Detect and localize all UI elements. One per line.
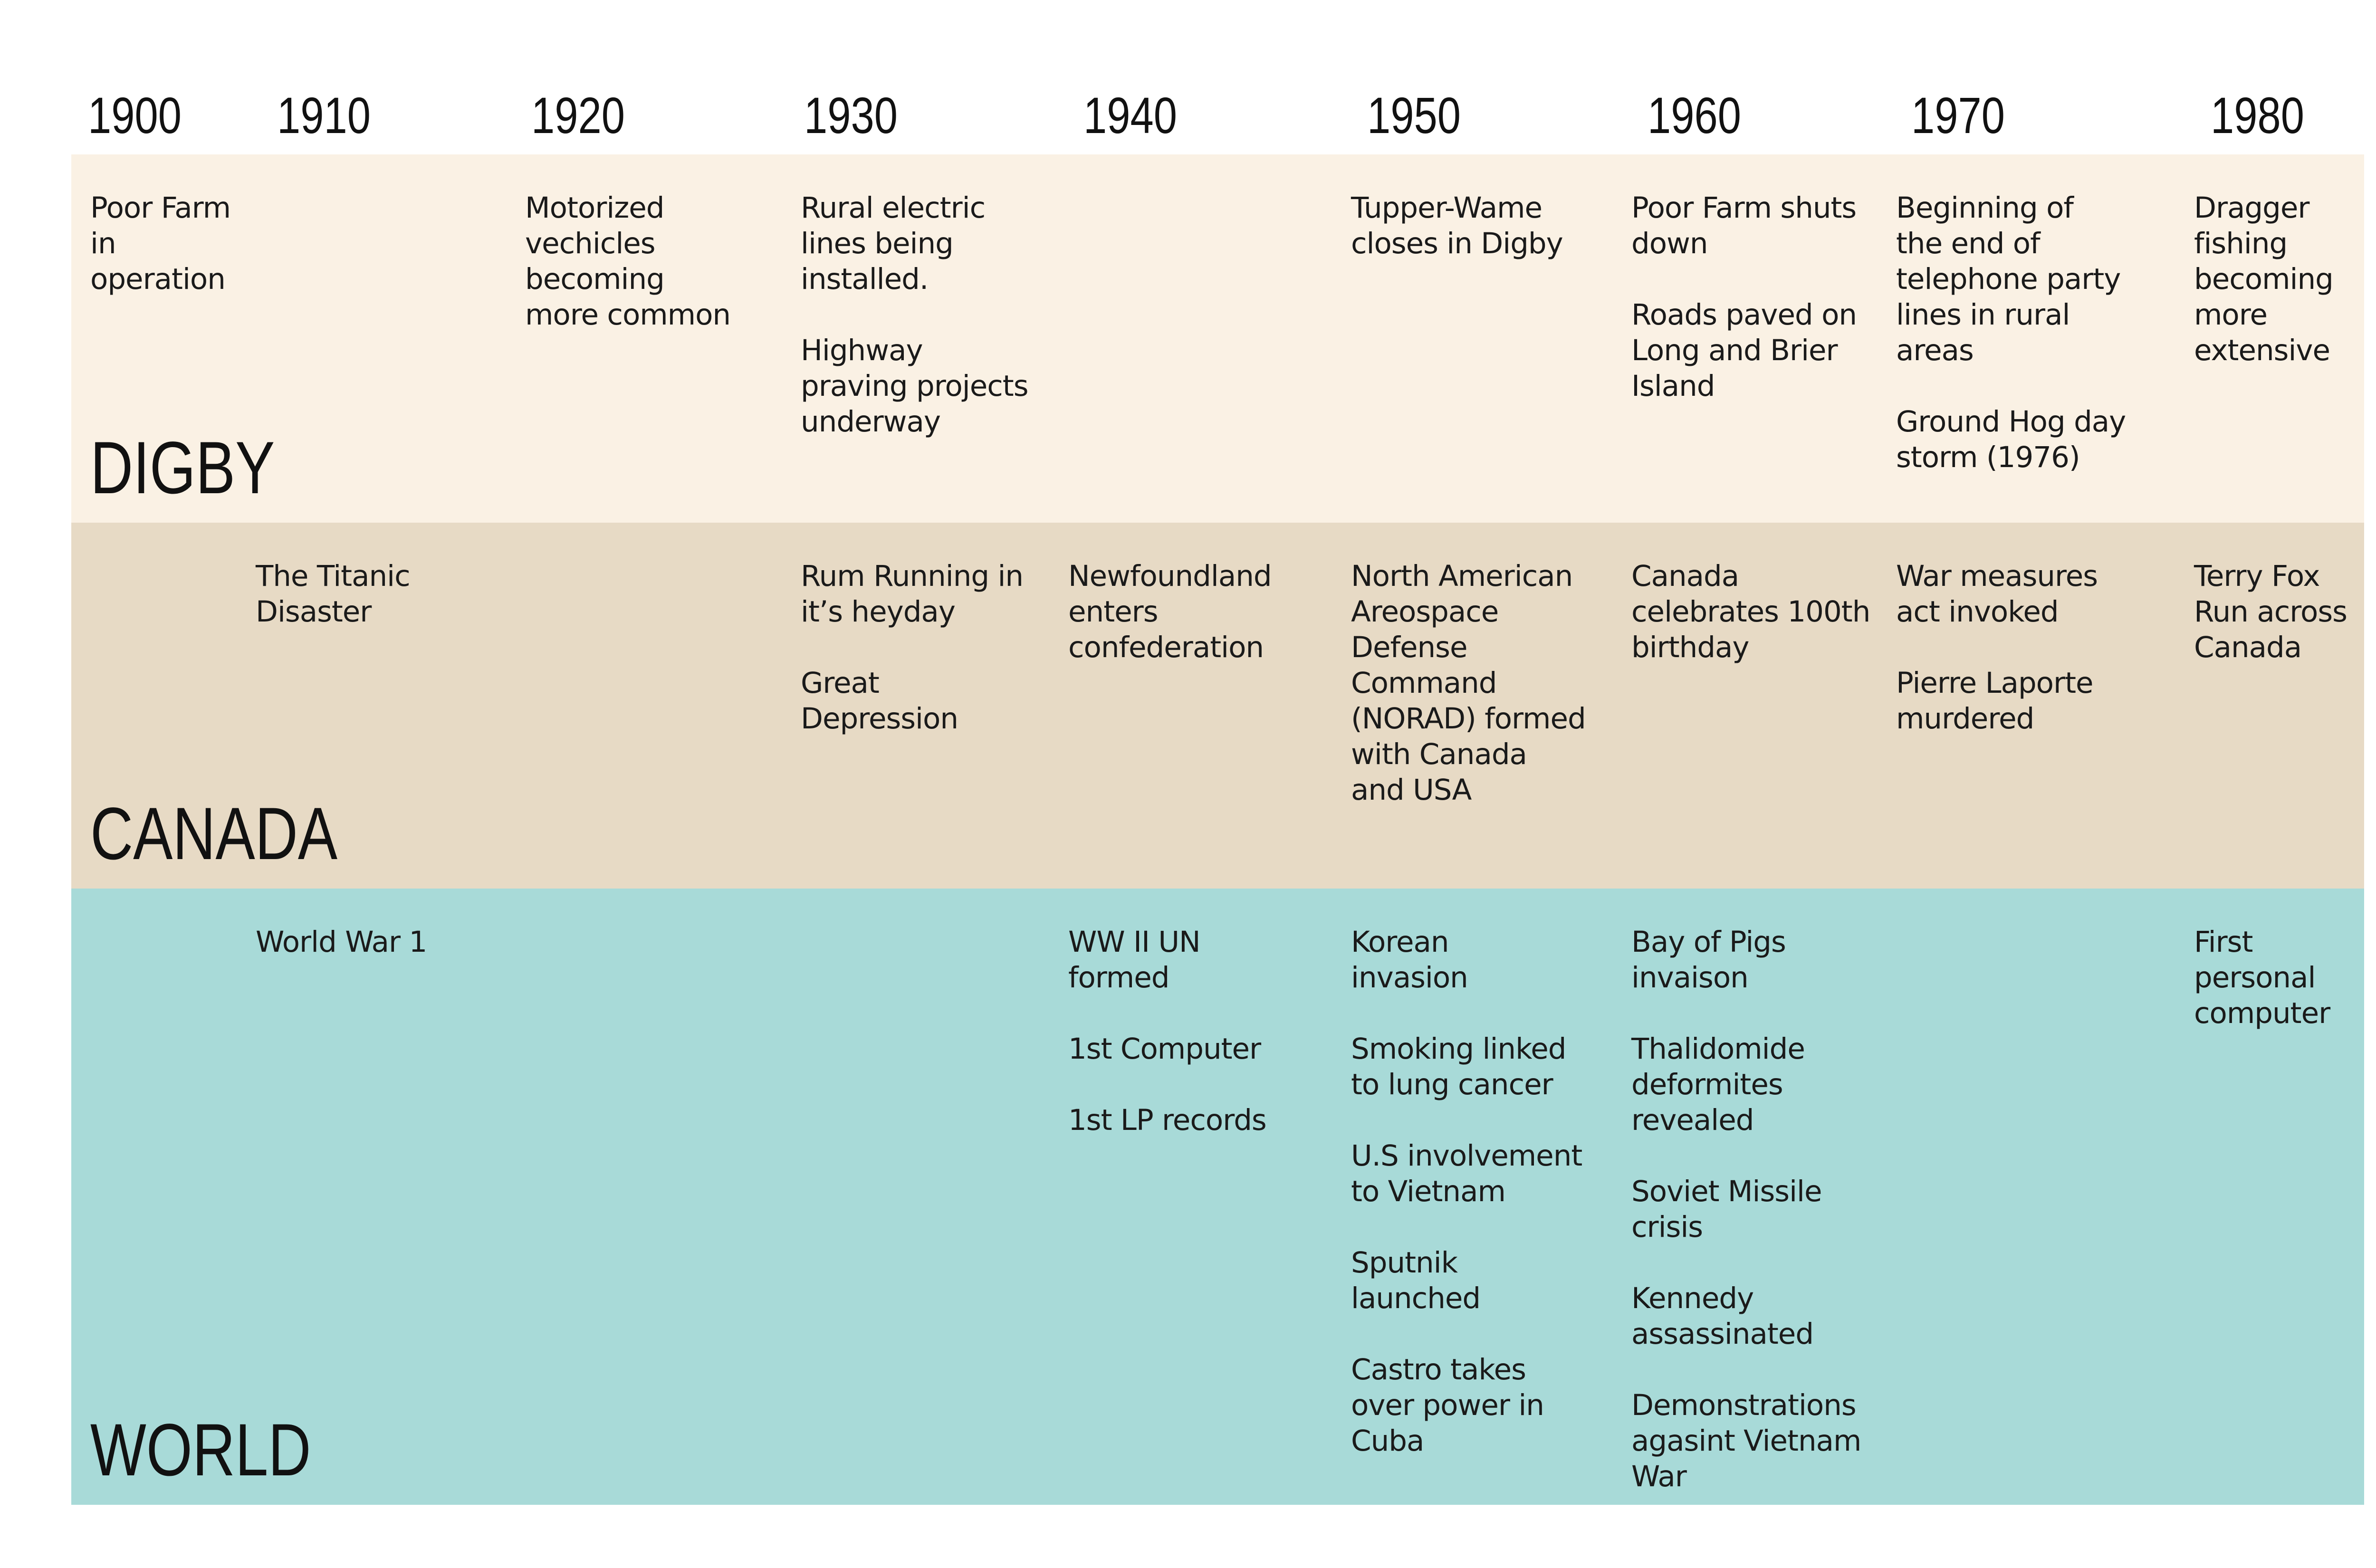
event-entry: Roads paved on Long and Brier Island <box>1631 298 1857 403</box>
event-cell-world-1910: World War 1 <box>256 924 512 960</box>
event-cell-canada-1960: Canada celebrates 100th birthday <box>1631 558 1894 665</box>
event-entry: Sputnik launched <box>1351 1246 1481 1315</box>
event-entry: Ground Hog day storm (1976) <box>1896 405 2126 474</box>
year-label-1900: 1900 <box>88 86 182 144</box>
band-canada: CANADA The Titanic Disaster Rum Running in… <box>71 523 2364 889</box>
event-entry: Castro takes over power in Cuba <box>1351 1353 1544 1458</box>
event-cell-world-1940: WW II UN formed 1st Computer 1st LP record… <box>1068 924 1349 1138</box>
event-cell-digby-1920: Motorized vechicles becoming more common <box>525 190 791 333</box>
event-cell-canada-1980: Terry Fox Run across Canada <box>2194 558 2365 665</box>
event-entry: Newfoundland enters confederation <box>1068 559 1272 664</box>
event-entry: Thalidomide deformites revealed <box>1631 1032 1805 1137</box>
band-world: WORLD World War 1 WW II UN formed 1st Compu… <box>71 889 2364 1505</box>
event-entry: Kennedy assassinated <box>1631 1281 1814 1351</box>
event-cell-canada-1910: The Titanic Disaster <box>256 558 512 630</box>
event-cell-digby-1970: Beginning of the end of telephone party … <box>1896 190 2186 475</box>
event-entry: Bay of Pigs invaison <box>1631 925 1786 994</box>
event-cell-world-1950: Korean invasion Smoking linked to lung ca… <box>1351 924 1627 1459</box>
event-entry: Poor Farm shuts down <box>1631 191 1857 260</box>
event-entry: First personal computer <box>2194 925 2330 1030</box>
event-cell-canada-1970: War measures act invoked Pierre Laporte m… <box>1896 558 2186 736</box>
event-entry: Terry Fox Run across Canada <box>2194 559 2347 664</box>
year-label-1960: 1960 <box>1648 86 1742 144</box>
year-label-1920: 1920 <box>531 86 625 144</box>
event-entry: Smoking linked to lung cancer <box>1351 1032 1566 1101</box>
event-cell-digby-1950: Tupper-Wame closes in Digby <box>1351 190 1627 261</box>
event-entry: Demonstrations agasint Vietnam War <box>1631 1388 1861 1493</box>
band-digby: DIGBY Poor Farm in operation Motorized vec… <box>71 154 2364 523</box>
year-label-1910: 1910 <box>277 86 371 144</box>
event-cell-digby-1900: Poor Farm in operation <box>90 190 252 297</box>
event-cell-digby-1980: Dragger fishing becoming more extensive <box>2194 190 2365 368</box>
event-cell-digby-1930: Rural electric lines being installed. Hig… <box>801 190 1064 440</box>
event-entry: Canada celebrates 100th birthday <box>1631 559 1870 664</box>
event-entry: Beginning of the end of telephone party … <box>1896 191 2121 367</box>
event-entry: Korean invasion <box>1351 925 1468 994</box>
event-entry: World War 1 <box>256 925 427 959</box>
event-entry: Dragger fishing becoming more extensive <box>2194 191 2334 367</box>
event-cell-canada-1930: Rum Running in it’s heyday Great Depressi… <box>801 558 1064 736</box>
year-label-1950: 1950 <box>1367 86 1461 144</box>
event-entry: Great Depression <box>801 666 958 736</box>
event-cell-digby-1960: Poor Farm shuts down Roads paved on Long … <box>1631 190 1894 404</box>
event-entry: WW II UN formed <box>1068 925 1201 994</box>
event-entry: U.S involvement to Vietnam <box>1351 1139 1582 1208</box>
event-entry: Tupper-Wame closes in Digby <box>1351 191 1563 260</box>
year-label-1980: 1980 <box>2211 86 2305 144</box>
year-label-1940: 1940 <box>1083 86 1178 144</box>
band-label-canada: CANADA <box>90 793 338 875</box>
event-entry: North American Areospace Defense Command… <box>1351 559 1586 807</box>
event-cell-world-1960: Bay of Pigs invaison Thalidomide deformit… <box>1631 924 1894 1494</box>
event-cell-world-1980: First personal computer <box>2194 924 2365 1031</box>
event-cell-canada-1950: North American Areospace Defense Command… <box>1351 558 1627 808</box>
event-entry: War measures act invoked <box>1896 559 2098 629</box>
year-label-1930: 1930 <box>804 86 898 144</box>
event-entry: The Titanic Disaster <box>256 559 411 629</box>
band-label-world: WORLD <box>90 1409 311 1492</box>
event-cell-canada-1940: Newfoundland enters confederation <box>1068 558 1349 665</box>
event-entry: Pierre Laporte murdered <box>1896 666 2094 736</box>
event-entry: 1st LP records <box>1068 1103 1267 1137</box>
event-entry: Rum Running in it’s heyday <box>801 559 1024 629</box>
event-entry: Motorized vechicles becoming more common <box>525 191 731 332</box>
band-label-digby: DIGBY <box>90 427 275 509</box>
event-entry: Rural electric lines being installed. <box>801 191 986 296</box>
event-entry: 1st Computer <box>1068 1032 1261 1066</box>
event-entry: Poor Farm in operation <box>90 191 231 296</box>
event-entry: Highway praving projects underway <box>801 334 1029 439</box>
event-entry: Soviet Missile crisis <box>1631 1175 1822 1244</box>
year-label-1970: 1970 <box>1911 86 2005 144</box>
